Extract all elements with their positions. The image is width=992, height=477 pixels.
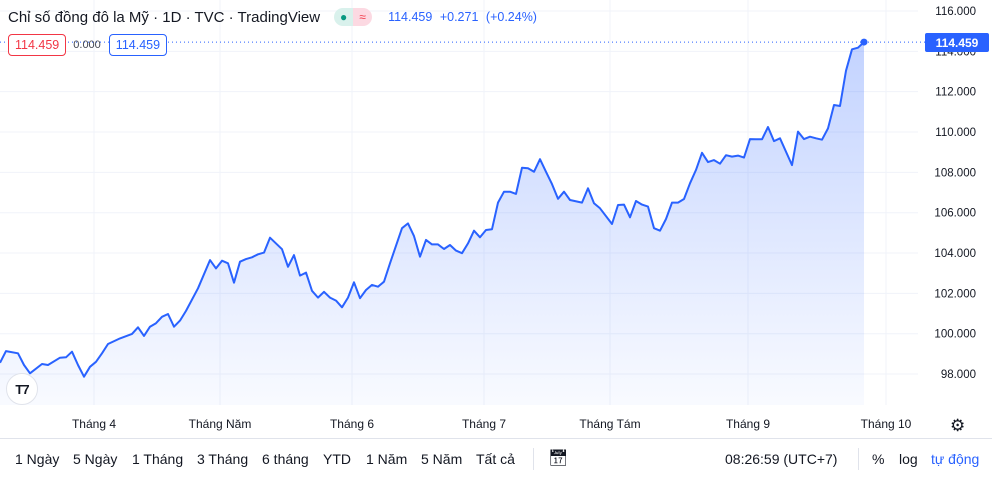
x-tick-label: Tháng 6 — [330, 417, 374, 431]
last-price: 114.459 — [388, 10, 433, 24]
series-line — [0, 41, 865, 378]
range-5d[interactable]: 5 Ngày — [73, 451, 118, 467]
sell-button[interactable]: 114.459 — [8, 34, 67, 56]
series-area — [0, 42, 864, 405]
x-tick-label: Tháng Tám — [579, 417, 640, 431]
range-5y[interactable]: 5 Năm — [421, 451, 463, 467]
settings-gear-icon[interactable]: ⚙ — [950, 416, 966, 435]
tradingview-logo[interactable]: T7 — [6, 373, 38, 405]
price-change: +0.271 — [439, 10, 479, 24]
bottom-toolbar: 1 Ngày 5 Ngày 1 Tháng 3 Tháng 6 tháng YT… — [0, 440, 992, 477]
y-tick-label: 104.000 — [934, 248, 976, 260]
divider — [858, 448, 859, 470]
range-all[interactable]: Tất cả — [476, 451, 515, 467]
y-tick-label: 112.000 — [935, 87, 976, 99]
log-toggle[interactable]: log — [899, 451, 918, 467]
range-6m[interactable]: 6 tháng — [262, 451, 309, 467]
delayed-data-icon: ≈ — [353, 8, 373, 26]
divider — [533, 448, 534, 470]
y-tick-label: 116.000 — [935, 6, 976, 18]
status-pill[interactable]: ● ≈ — [334, 8, 373, 26]
auto-scale-toggle[interactable]: tự động — [931, 451, 980, 467]
x-tick-label: Tháng Năm — [189, 417, 252, 431]
range-ytd[interactable]: YTD — [323, 451, 351, 467]
price-chart[interactable]: 116.000114.000112.000110.000108.000106.0… — [0, 0, 992, 438]
symbol-title: Chỉ số đồng đô la Mỹ · 1D · TVC · Tradin… — [8, 8, 321, 26]
quote-values: 114.459 +0.271 (+0.24%) — [388, 10, 541, 24]
y-tick-label: 100.000 — [934, 329, 976, 341]
go-to-date-calendar-icon[interactable]: 📅︎ — [548, 450, 569, 467]
range-1m[interactable]: 1 Tháng — [132, 451, 184, 467]
chart-legend: Chỉ số đồng đô la Mỹ · 1D · TVC · Tradin… — [8, 6, 541, 28]
clock-time[interactable]: 08:26:59 (UTC+7) — [725, 451, 838, 467]
x-tick-label: Tháng 4 — [72, 417, 116, 431]
divider — [0, 438, 992, 439]
y-tick-label: 106.000 — [934, 208, 976, 220]
range-3m[interactable]: 3 Tháng — [197, 451, 249, 467]
price-change-percent: (+0.24%) — [485, 10, 537, 24]
x-tick-label: Tháng 7 — [462, 417, 506, 431]
range-1y[interactable]: 1 Năm — [366, 451, 408, 467]
y-tick-label: 102.000 — [934, 288, 976, 300]
percent-toggle[interactable]: % — [872, 451, 885, 467]
y-tick-label: 108.000 — [934, 167, 976, 179]
y-tick-label: 98.000 — [941, 369, 976, 381]
spread-value: 0.000 — [73, 39, 101, 51]
last-price-dot — [860, 38, 868, 46]
range-1d[interactable]: 1 Ngày — [15, 451, 60, 467]
trade-row: 114.459 0.000 114.459 — [8, 34, 168, 56]
x-tick-label: Tháng 10 — [861, 417, 912, 431]
last-price-tag: 114.459 — [925, 33, 989, 52]
market-open-dot-icon: ● — [334, 8, 354, 26]
x-tick-label: Tháng 9 — [726, 417, 770, 431]
y-tick-label: 110.000 — [935, 127, 976, 139]
buy-button[interactable]: 114.459 — [108, 34, 168, 56]
